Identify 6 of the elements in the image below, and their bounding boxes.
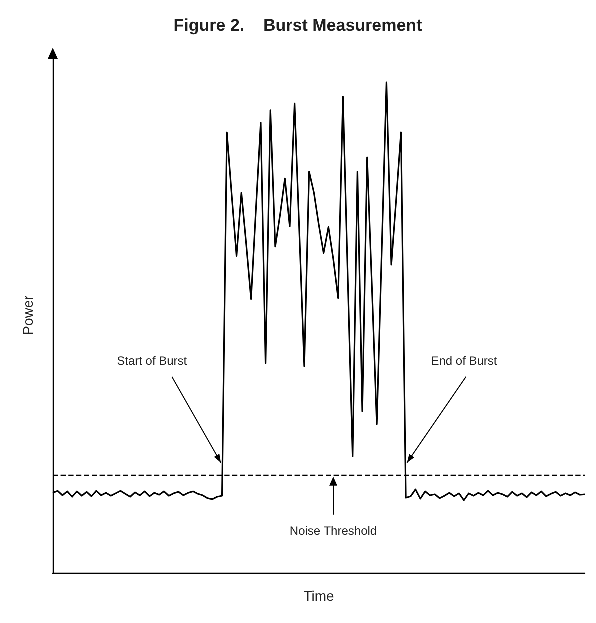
ref-line-label: Noise Threshold: [290, 524, 378, 538]
annotation: End of Burst: [431, 354, 498, 368]
x-axis-title: Time: [304, 588, 335, 604]
y-axis-title: Power: [20, 295, 36, 336]
annotation: Start of Burst: [117, 354, 188, 368]
chart-title: Figure 2. Burst Measurement: [174, 16, 423, 35]
